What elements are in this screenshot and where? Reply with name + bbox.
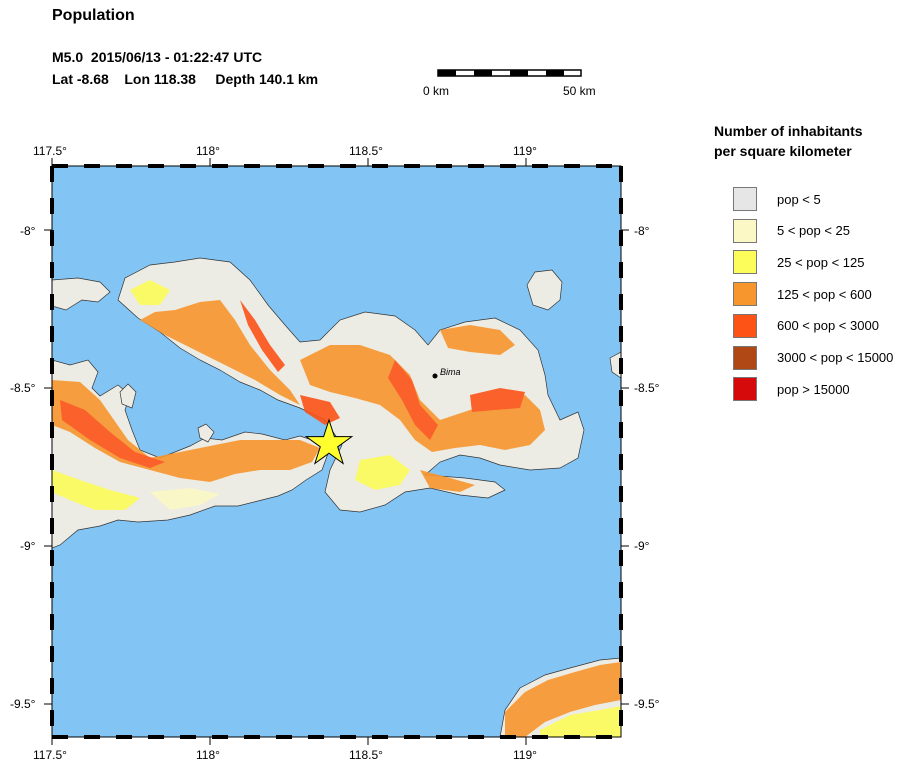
legend-label: pop > 15000	[777, 381, 850, 397]
city-marker	[432, 373, 438, 379]
lon-tick-bottom: 118.5°	[349, 748, 383, 762]
tick-marks	[44, 158, 629, 745]
lat-tick-left: -9.5°	[10, 697, 36, 711]
map-frame	[50, 164, 623, 739]
lat-tick-right: -9°	[634, 539, 650, 553]
lon-tick-top: 118°	[196, 144, 220, 158]
legend-swatch	[733, 377, 757, 402]
page-title: Population	[52, 7, 135, 24]
legend-label: pop < 5	[777, 191, 821, 207]
legend-title-line2: per square kilometer	[714, 143, 852, 159]
lat-tick-right: -8.5°	[634, 381, 660, 395]
land-nw	[52, 277, 111, 311]
legend-item: 5 < pop < 25	[733, 218, 850, 244]
legend-item: 125 < pop < 600	[733, 281, 872, 307]
legend-label: 5 < pop < 25	[777, 223, 851, 239]
density-overlay	[52, 280, 621, 737]
lon-tick-top: 119°	[513, 144, 537, 158]
legend-item: 600 < pop < 3000	[733, 313, 879, 339]
lon-tick-bottom: 118°	[196, 748, 220, 762]
legend-label: 3000 < pop < 15000	[777, 350, 894, 365]
legend-item: 25 < pop < 125	[733, 249, 864, 275]
legend-swatch	[733, 250, 757, 275]
legend-swatch	[733, 313, 757, 338]
event-info: M5.0 2015/06/13 - 01:22:47 UTC	[52, 49, 263, 65]
legend-swatch	[733, 218, 757, 243]
legend-title: Number of inhabitants per square kilomet…	[714, 121, 863, 161]
lat-tick-left: -9°	[20, 539, 36, 553]
land-east-edge	[609, 351, 621, 379]
legend-title-line1: Number of inhabitants	[714, 123, 863, 139]
land-islet-bay2	[197, 423, 215, 443]
legend-item: pop > 15000	[733, 376, 850, 402]
scale-label-start: 0 km	[423, 84, 450, 98]
legend-label: 25 < pop < 125	[777, 254, 865, 270]
land-islet-ne	[526, 269, 563, 311]
scale-label-end: 50 km	[563, 84, 596, 98]
legend-swatch	[733, 345, 757, 370]
epicenter-star-icon	[304, 418, 354, 465]
city-label: Bima	[440, 367, 461, 377]
location-info: Lat -8.68 Lon 118.38 Depth 140.1 km	[52, 71, 319, 87]
legend-item: pop < 5	[733, 186, 821, 212]
lon-tick-bottom: 119°	[513, 748, 537, 762]
lat-tick-right: -8°	[634, 224, 650, 238]
legend-label: 600 < pop < 3000	[777, 318, 879, 334]
lat-tick-right: -9.5°	[634, 697, 660, 711]
lon-tick-top: 118.5°	[349, 144, 383, 158]
legend-swatch	[733, 282, 757, 307]
lat-tick-left: -8°	[20, 224, 36, 238]
lat-tick-left: -8.5°	[10, 381, 36, 395]
legend-item: 3000 < pop < 15000	[733, 345, 893, 371]
lon-tick-top: 117.5°	[33, 144, 67, 158]
lon-tick-bottom: 117.5°	[33, 748, 67, 762]
scale-bar: 0 km 50 km	[420, 66, 620, 102]
legend-swatch	[733, 187, 757, 211]
land-islet-bay	[119, 383, 137, 409]
legend-label: 125 < pop < 600	[777, 286, 872, 302]
